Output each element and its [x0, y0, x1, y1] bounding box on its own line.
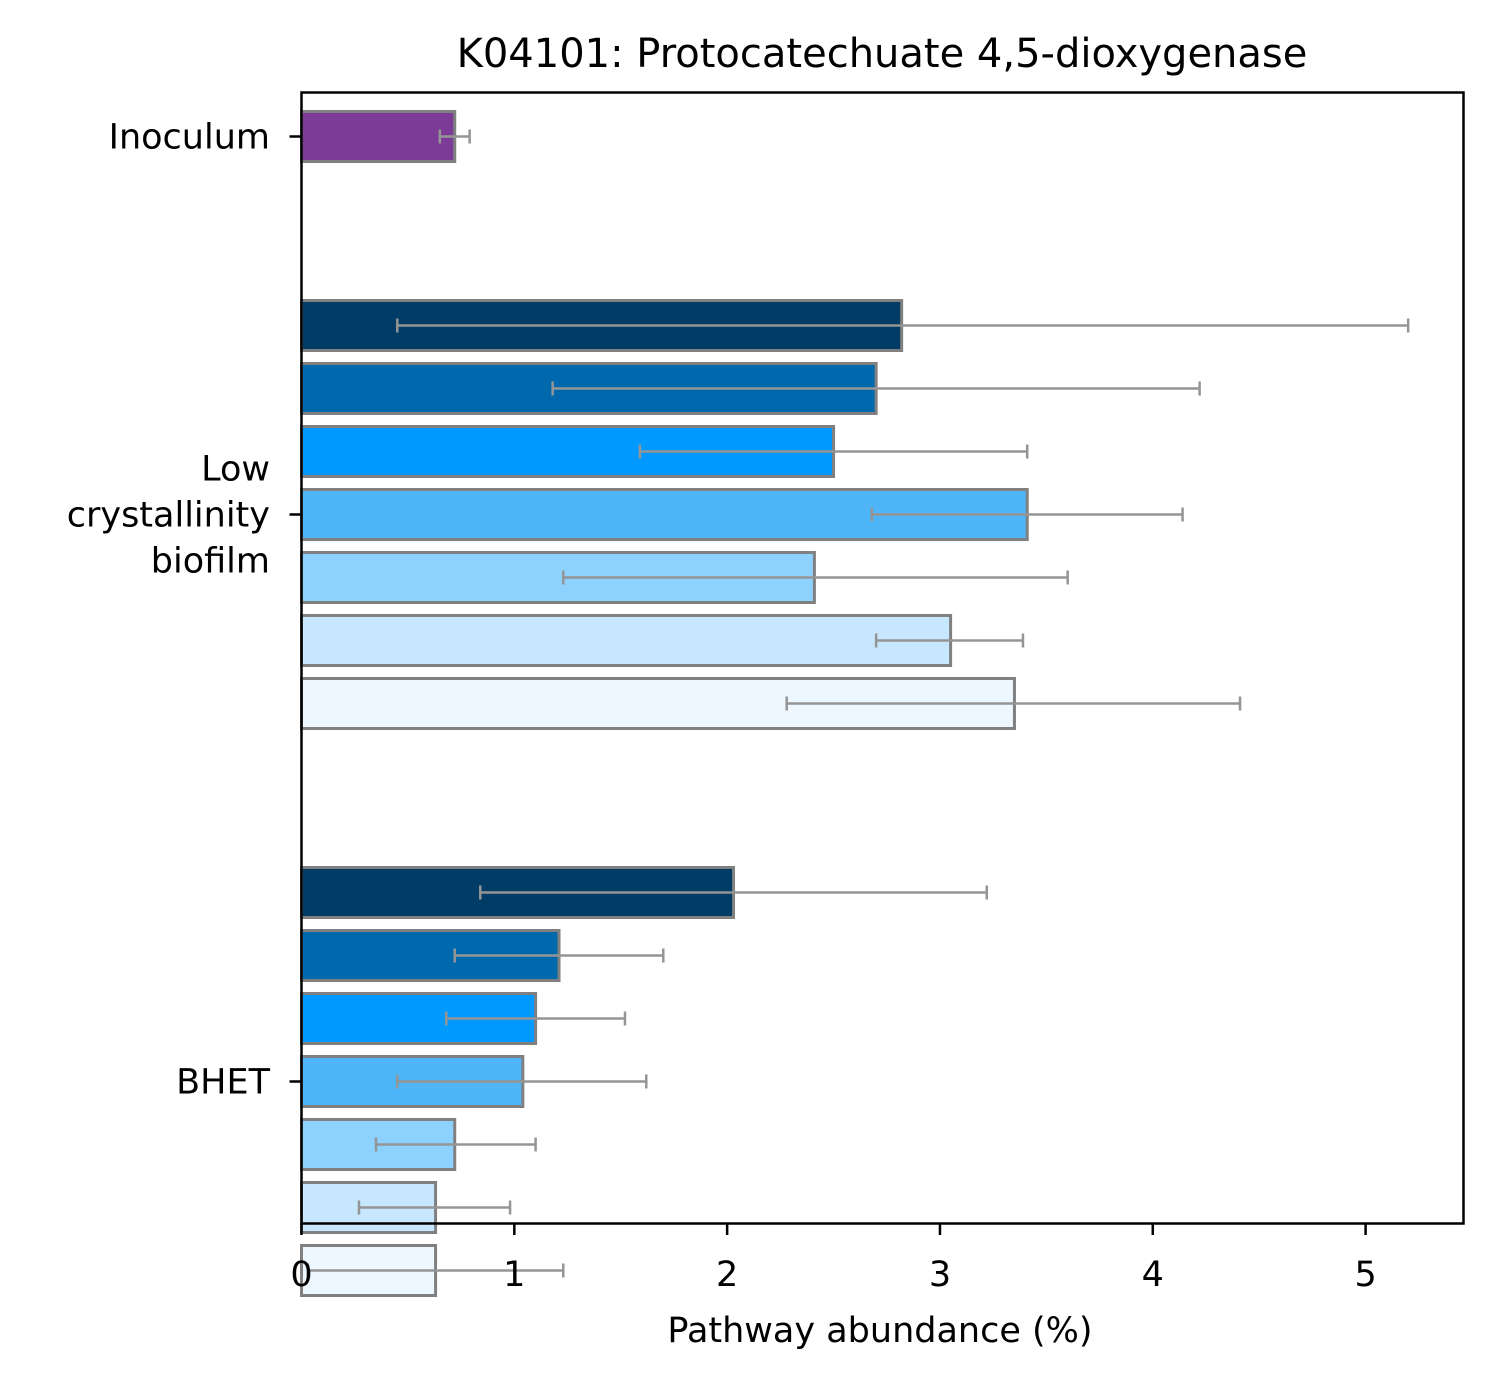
x-tick-label-2: 2: [716, 1255, 738, 1295]
x-tick-label-3: 3: [929, 1255, 951, 1295]
x-axis: 0 1 2 3 4 5: [290, 1223, 1377, 1295]
x-tick-label-4: 4: [1142, 1255, 1164, 1295]
y-tick-label-group1-line1: crystallinity: [67, 496, 270, 536]
y-tick-label-group1-line2: biofilm: [151, 542, 270, 582]
x-tick-label-0: 0: [290, 1255, 312, 1295]
x-tick-label-5: 5: [1354, 1255, 1376, 1295]
chart-title: K04101: Protocatechuate 4,5-dioxygenase: [457, 31, 1308, 77]
y-tick-label-group2-line0: BHET: [176, 1063, 270, 1103]
y-tick-label-group1-line0: Low: [201, 450, 270, 490]
x-tick-label-1: 1: [503, 1255, 525, 1295]
x-axis-label: Pathway abundance (%): [667, 1311, 1092, 1351]
bar-group0-bar0: [300, 110, 457, 163]
y-tick-label-group0-line0: Inoculum: [109, 118, 270, 158]
errorbars-layer: [306, 129, 1410, 1278]
bar-group1-bar5: [300, 614, 953, 667]
plot-frame: [300, 91, 1465, 1225]
y-axis: Inoculum Low crystallinity biofilm BHET: [67, 118, 302, 1103]
